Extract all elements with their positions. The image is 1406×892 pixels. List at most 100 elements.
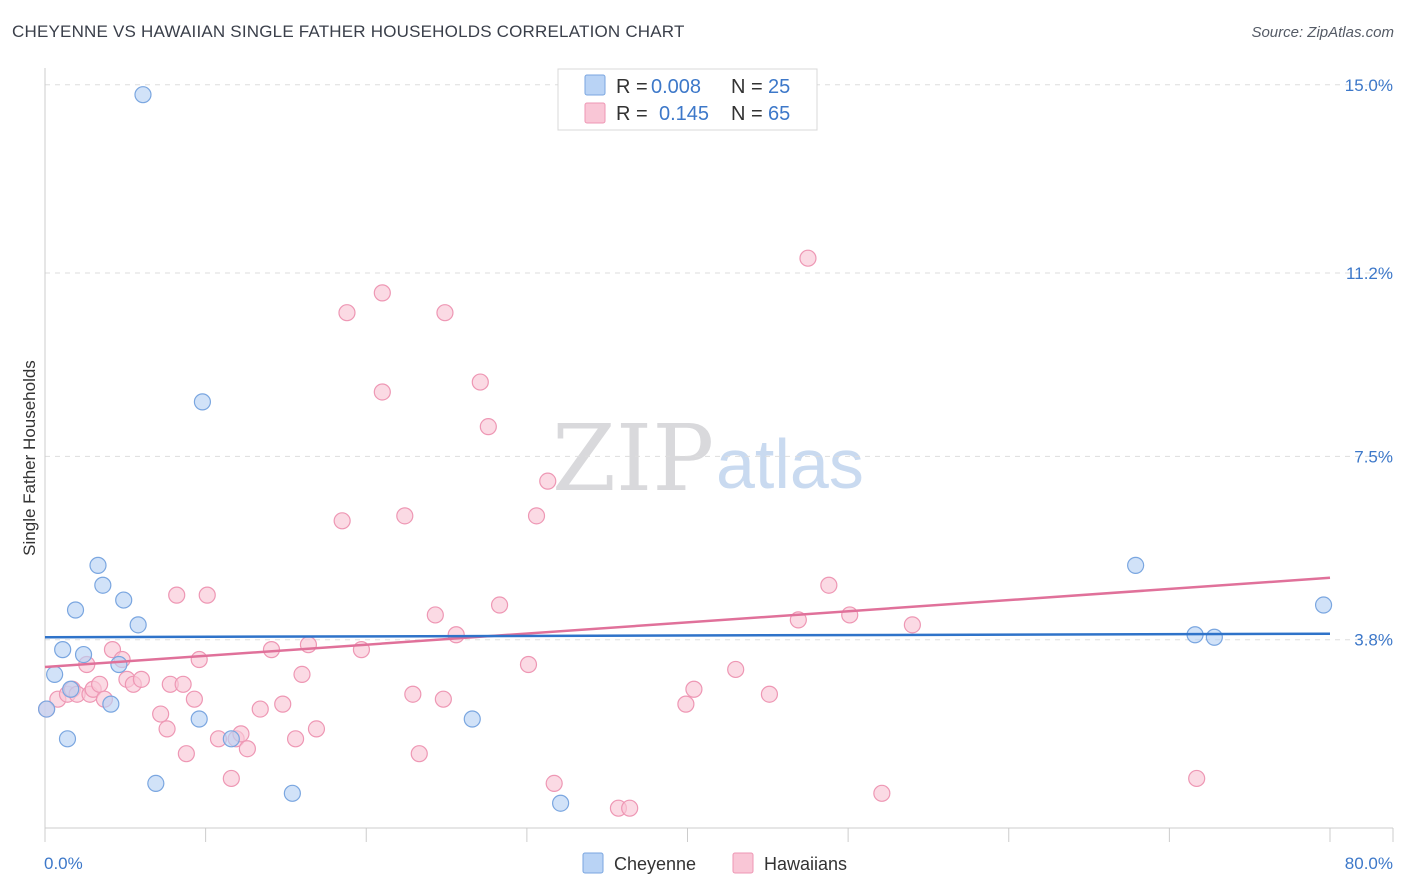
legend-swatch-cheyenne	[584, 74, 606, 96]
y-tick-label: 3.8%	[1354, 631, 1393, 650]
hawaiians-point	[333, 512, 351, 530]
watermark-zip: ZIP	[552, 405, 714, 512]
cheyenne-point	[1205, 628, 1223, 646]
hawaiians-point	[152, 705, 170, 723]
grid-lines	[45, 84, 1393, 641]
bottom-legend-label-cheyenne: Cheyenne	[614, 854, 696, 874]
x-tick-marks	[44, 828, 1394, 842]
cheyenne-point	[129, 616, 147, 634]
hawaiians-point	[410, 745, 428, 763]
hawaiians-point	[1188, 769, 1206, 788]
hawaiians-point	[519, 655, 538, 674]
hawaiians-point	[621, 799, 639, 817]
hawaiians-point	[434, 690, 452, 708]
hawaiians-point	[471, 373, 489, 391]
cheyenne-point	[134, 86, 152, 104]
cheyenne-point	[66, 601, 85, 619]
hawaiians-point	[727, 660, 745, 679]
hawaiians-point	[799, 249, 817, 267]
cheyenne-point	[222, 730, 240, 748]
legend-r-value-hawaiians: 0.145	[659, 103, 709, 125]
cheyenne-point	[54, 641, 72, 659]
hawaiians-point	[404, 685, 422, 703]
legend-n-value-hawaiians: 65	[768, 103, 790, 125]
cheyenne-point	[147, 774, 165, 793]
hawaiians-point	[373, 284, 391, 302]
bottom-legend-swatch-hawaiians	[732, 852, 754, 874]
hawaiians-point	[177, 745, 195, 763]
cheyenne-point	[94, 576, 112, 594]
hawaiians-point	[132, 670, 150, 688]
cheyenne-point	[89, 556, 107, 574]
hawaiians-point	[222, 769, 240, 788]
legend-r-value-cheyenne: 0.008	[651, 76, 701, 98]
hawaiians-point	[251, 700, 269, 718]
hawaiians-point	[373, 383, 391, 401]
cheyenne-point	[62, 680, 80, 698]
hawaiians-point	[527, 507, 546, 525]
legend-r-label-hawaiians: R =	[616, 103, 648, 125]
cheyenne-point	[38, 700, 56, 718]
watermark: ZIP atlas	[552, 405, 864, 512]
hawaiians-point	[539, 472, 557, 490]
hawaiians-point	[168, 586, 186, 604]
chart-title: CHEYENNE VS HAWAIIAN SINGLE FATHER HOUSE…	[12, 22, 685, 41]
hawaiians-point	[158, 720, 176, 738]
legend-n-value-cheyenne: 25	[768, 76, 790, 98]
cheyenne-point	[283, 784, 301, 802]
y-tick-labels: 3.8% 7.5% 11.2% 15.0%	[1345, 76, 1393, 650]
hawaiians-trend-line	[44, 576, 1331, 669]
hawaiians-point	[396, 507, 414, 525]
legend-swatch-hawaiians	[584, 102, 606, 124]
hawaiians-point	[190, 650, 208, 669]
chart-source: Source: ZipAtlas.com	[1251, 24, 1394, 41]
hawaiians-point	[820, 576, 838, 594]
cheyenne-point	[1127, 556, 1145, 574]
hawaiians-point	[238, 740, 256, 758]
hawaiians-point	[426, 606, 444, 624]
cheyenne-point	[552, 794, 570, 812]
y-axis-label: Single Father Households	[20, 360, 39, 556]
cheyenne-point	[58, 730, 77, 748]
hawaiians-point	[677, 695, 695, 713]
cheyenne-point	[110, 655, 128, 674]
hawaiians-point	[841, 606, 859, 624]
bottom-legend-label-hawaiians: Hawaiians	[764, 854, 847, 874]
bottom-legend: Cheyenne Hawaiians	[582, 852, 847, 874]
hawaiians-point	[490, 596, 509, 614]
hawaiians-point	[91, 675, 109, 693]
cheyenne-point	[463, 710, 481, 728]
cheyenne-point	[193, 393, 212, 411]
hawaiians-point	[545, 774, 563, 793]
hawaiians-point	[293, 665, 311, 684]
hawaiians-point	[873, 784, 891, 802]
x-tick-label-min: 0.0%	[44, 854, 83, 873]
cheyenne-point	[115, 591, 133, 609]
trend-lines	[44, 576, 1331, 669]
legend-n-label-hawaiians: N =	[731, 103, 763, 125]
x-tick-label-max: 80.0%	[1345, 854, 1393, 873]
y-tick-label: 7.5%	[1354, 447, 1393, 466]
legend-r-label-cheyenne: R =	[616, 76, 648, 98]
cheyenne-point	[102, 695, 120, 713]
hawaiians-point	[903, 616, 921, 634]
cheyenne-points	[38, 86, 1333, 812]
hawaiians-point	[185, 690, 203, 708]
y-tick-label: 11.2%	[1346, 264, 1393, 283]
hawaiians-points	[38, 249, 1206, 817]
hawaiians-point	[338, 304, 356, 322]
cheyenne-point	[46, 665, 64, 684]
bottom-legend-swatch-cheyenne	[582, 852, 604, 874]
hawaiians-point	[286, 730, 305, 748]
cheyenne-point	[1314, 596, 1333, 614]
cheyenne-trend-line	[44, 632, 1331, 639]
cheyenne-point	[74, 645, 93, 664]
y-tick-label: 15.0%	[1345, 76, 1393, 95]
hawaiians-point	[436, 304, 454, 322]
cheyenne-point	[190, 710, 208, 728]
hawaiians-point	[760, 685, 779, 703]
legend: R = 0.008 N = 25 R = 0.145 N = 65	[557, 68, 818, 131]
hawaiians-point	[479, 418, 497, 436]
legend-n-label-cheyenne: N =	[731, 76, 763, 98]
